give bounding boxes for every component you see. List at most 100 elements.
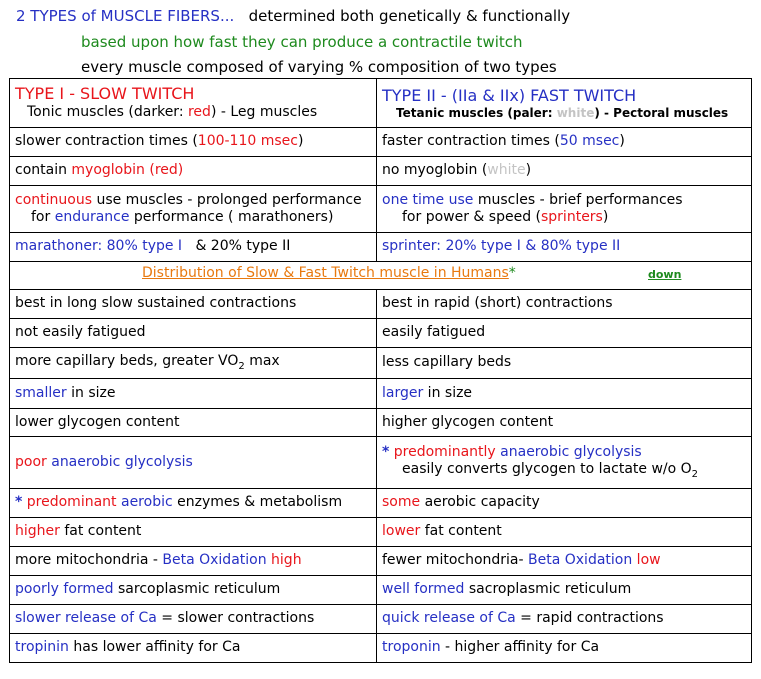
- table-row: slower release of Ca = slower contractio…: [9, 604, 752, 634]
- table-cell: tropinin has lower affinity for Ca: [9, 633, 377, 663]
- cell-text: 2: [691, 468, 699, 480]
- distribution-link-wrap[interactable]: Distribution of Slow & Fast Twitch muscl…: [142, 265, 516, 283]
- cell-text: quick release of Ca: [382, 610, 516, 627]
- cell-text: more mitochondria -: [15, 552, 163, 569]
- type1-sub-b: ) - Leg muscles: [210, 104, 318, 121]
- type2-header-cell: TYPE II - (IIa & IIx) FAST TWITCH Tetani…: [376, 78, 752, 128]
- cell-text: poorly formed: [15, 581, 114, 598]
- cell-text: for: [31, 209, 55, 225]
- table-cell: slower contraction times (100-110 msec): [9, 127, 377, 157]
- type2-subtitle: Tetanic muscles (paler: white) - Pectora…: [382, 106, 747, 121]
- cell-text: 2: [238, 360, 245, 372]
- cell-text: sacroplasmic reticulum: [464, 581, 632, 598]
- cell-text: low: [632, 552, 661, 569]
- distribution-link[interactable]: Distribution of Slow & Fast Twitch muscl…: [142, 265, 509, 281]
- cell-text: higher: [15, 523, 60, 540]
- cell-text: Beta Oxidation: [528, 552, 633, 569]
- cell-text: faster contraction times (: [382, 133, 560, 150]
- cell-text: 80% type II: [540, 238, 621, 255]
- table-cell: lower fat content: [376, 517, 752, 547]
- table-cell: more mitochondria - Beta Oxidation high: [9, 546, 377, 576]
- cell-text: lower: [382, 523, 421, 540]
- table-cell: easily fatigued: [376, 318, 752, 348]
- table-cell: not easily fatigued: [9, 318, 377, 348]
- cell-text: max: [244, 352, 280, 369]
- cell-text: performance ( marathoners): [129, 209, 334, 225]
- cell-text: sprinter: 20% type I &: [382, 238, 541, 255]
- cell-text: sarcoplasmic reticulum: [113, 581, 281, 598]
- header-line-1: 2 TYPES of MUSCLE FIBERS... determined b…: [16, 7, 761, 25]
- cell-text: enzymes & metabolism: [172, 494, 343, 511]
- table-cell: best in rapid (short) contractions: [376, 289, 752, 319]
- cell-text: troponin: [382, 639, 441, 656]
- cell-text: slower release of Ca: [15, 610, 157, 627]
- page-title: 2 TYPES of MUSCLE FIBERS...: [16, 7, 235, 25]
- table-cell: * predominant aerobic enzymes & metaboli…: [9, 488, 377, 518]
- cell-text: (red): [144, 162, 184, 179]
- cell-text: some: [382, 494, 421, 511]
- table-row: more mitochondria - Beta Oxidation high …: [9, 546, 752, 576]
- table-cell: well formed sacroplasmic reticulum: [376, 575, 752, 605]
- cell-text: aerobic capacity: [420, 494, 540, 511]
- type2-sub-b: ) - Pectoral muscles: [594, 105, 729, 120]
- table-cell: marathoner: 80% type I & 20% type II: [9, 232, 377, 262]
- table-cell: no myoglobin (white): [376, 156, 752, 186]
- down-link[interactable]: down: [648, 268, 682, 281]
- table-row: marathoner: 80% type I & 20% type II spr…: [9, 232, 752, 262]
- cell-text: sprinters: [541, 209, 603, 225]
- cell-text: 100-110 msec: [197, 133, 298, 150]
- cell-text: myoglobin: [71, 162, 145, 179]
- cell-text: *: [382, 443, 390, 460]
- type2-title: TYPE II - (IIa & IIx) FAST TWITCH: [382, 85, 637, 105]
- table-cell: higher fat content: [9, 517, 377, 547]
- table-row: not easily fatigued easily fatigued: [9, 318, 752, 348]
- cell-text: fat content: [420, 523, 502, 540]
- cell-text: easily converts glycogen to lactate w/o …: [402, 461, 692, 478]
- table-row: higher fat content lower fat content: [9, 517, 752, 547]
- table-cell: faster contraction times (50 msec): [376, 127, 752, 157]
- table-cell: one time use muscles - brief performance…: [376, 185, 752, 233]
- cell-text: poor: [15, 453, 52, 470]
- cell-text: = slower contractions: [156, 610, 315, 627]
- cell-text: in size: [66, 384, 116, 401]
- cell-text: ): [525, 162, 532, 179]
- table-row: smaller in size larger in size: [9, 378, 752, 409]
- header-line-3: every muscle composed of varying % compo…: [81, 58, 557, 76]
- cell-text: tropinin: [15, 639, 69, 656]
- table-row: poorly formed sarcoplasmic reticulum wel…: [9, 575, 752, 605]
- table-cell: slower release of Ca = slower contractio…: [9, 604, 377, 634]
- table-cell: best in long slow sustained contractions: [9, 289, 377, 319]
- table-cell: poor anaerobic glycolysis: [9, 436, 377, 489]
- cell-text: 50 msec: [559, 133, 620, 150]
- cell-text: aerobic: [120, 494, 173, 511]
- type2-sub-a: Tetanic muscles (paler:: [396, 105, 557, 120]
- cell-text: predominant: [22, 494, 121, 511]
- cell-text: one time use: [382, 191, 474, 208]
- cell-text: fat content: [59, 523, 142, 540]
- cell-text: contain: [15, 162, 72, 179]
- cell-text: continuous: [15, 191, 92, 208]
- header-line-2: based upon how fast they can produce a c…: [81, 33, 523, 51]
- table-cell: continuous use muscles - prolonged perfo…: [9, 185, 377, 233]
- muscle-fiber-table: TYPE I - SLOW TWITCH Tonic muscles (dark…: [9, 78, 752, 663]
- cell-text: larger: [382, 384, 424, 401]
- table-cell: sprinter: 20% type I & 80% type II: [376, 232, 752, 262]
- cell-text: *: [15, 494, 23, 511]
- table-row: poor anaerobic glycolysis * predominantl…: [9, 436, 752, 489]
- cell-text: white: [487, 162, 526, 179]
- table-cell: more capillary beds, greater VO2 max: [9, 347, 377, 379]
- table-row: lower glycogen content higher glycogen c…: [9, 408, 752, 437]
- type1-sub-color: red: [187, 104, 211, 121]
- table-row: * predominant aerobic enzymes & metaboli…: [9, 488, 752, 518]
- cell-text: more capillary beds, greater VO: [15, 352, 239, 369]
- cell-text: fewer mitochondria-: [382, 552, 529, 569]
- cell-text: - higher affinity for Ca: [440, 639, 600, 656]
- cell-text: muscles - brief performances: [473, 191, 683, 208]
- table-cell: fewer mitochondria- Beta Oxidation low: [376, 546, 752, 576]
- table-row-distribution: Distribution of Slow & Fast Twitch muscl…: [9, 261, 752, 290]
- cell-text: well formed: [382, 581, 465, 598]
- table-row-type-headers: TYPE I - SLOW TWITCH Tonic muscles (dark…: [9, 78, 752, 128]
- table-cell: larger in size: [376, 378, 752, 409]
- table-cell: troponin - higher affinity for Ca: [376, 633, 752, 663]
- cell-text: smaller: [15, 384, 67, 401]
